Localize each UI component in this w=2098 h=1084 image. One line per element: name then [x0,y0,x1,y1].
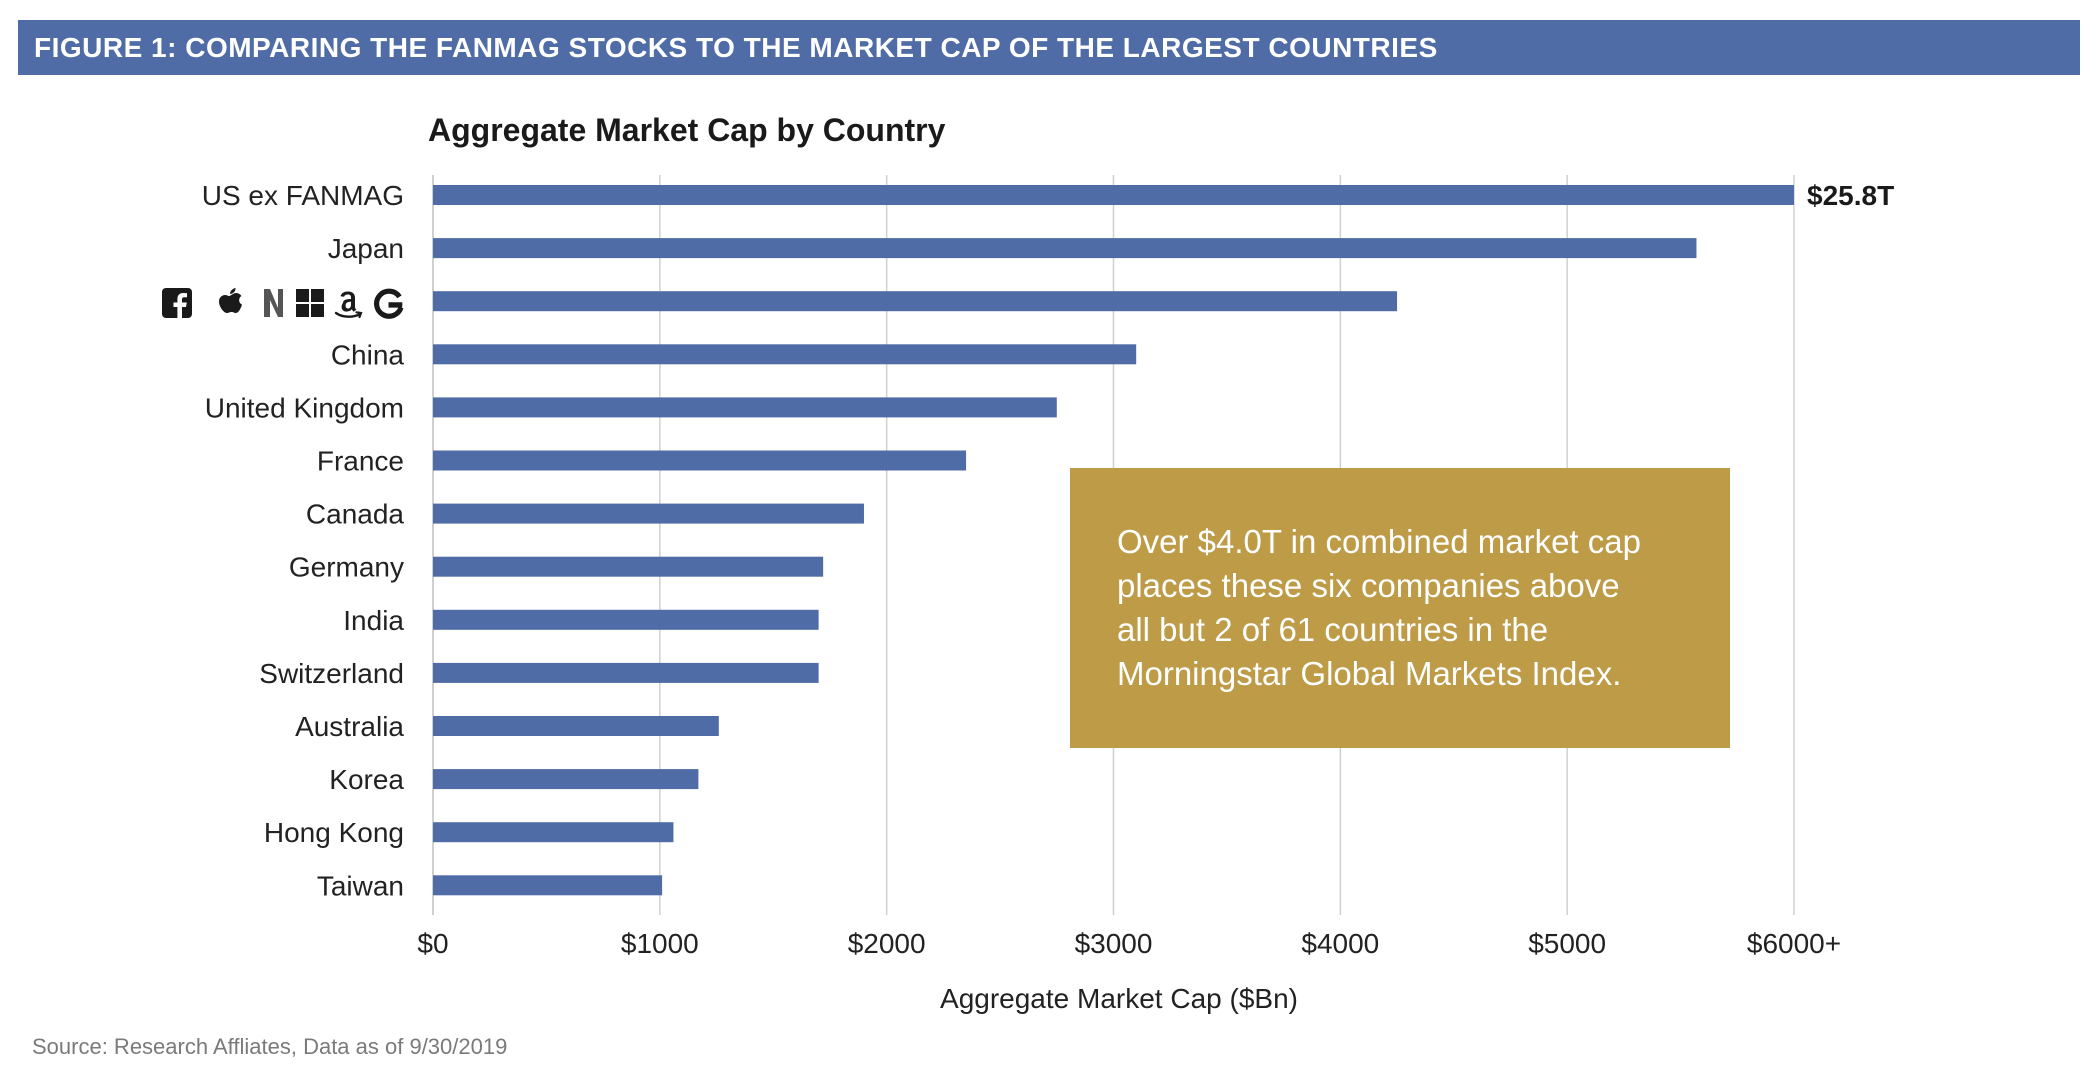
callout-line-3: all but 2 of 61 countries in the [1117,611,1549,648]
bar [433,609,819,630]
category-label: United Kingdom [205,392,404,423]
bar [433,185,1794,205]
x-tick-label: $2000 [848,928,926,959]
microsoft-icon [296,289,324,317]
apple-icon [219,288,242,313]
bar [433,662,819,683]
bar [433,397,1057,418]
callout-line-4: Morningstar Global Markets Index. [1117,655,1622,692]
category-label: Australia [295,711,404,742]
category-labels: US ex FANMAG Japan China United Kingdom Fran… [202,180,405,901]
amazon-icon [334,291,363,319]
source-note: Source: Research Affliates, Data as of 9… [32,1034,508,1059]
callout-line-1: Over $4.0T in combined market cap [1117,523,1641,560]
category-label: Korea [329,764,404,795]
x-tick-labels: $0 $1000 $2000 $3000 $4000 $5000 $6000+ [417,928,1841,959]
x-tick-label: $3000 [1075,928,1153,959]
bar [433,875,663,896]
bar [433,716,719,736]
bar [433,291,1398,312]
bar [433,344,1137,365]
callout-line-2: places these six companies above [1117,567,1620,604]
bar [433,450,967,471]
x-tick-label: $5000 [1528,928,1606,959]
category-label: India [343,605,404,636]
bar [433,822,674,843]
bar [433,769,699,790]
google-icon [374,288,404,319]
category-label: Canada [306,499,405,530]
category-label: China [331,339,405,370]
x-tick-label: $0 [417,928,448,959]
category-label: Taiwan [317,870,404,901]
category-label: France [317,446,404,477]
category-label: Germany [289,552,404,583]
facebook-icon [162,288,192,318]
bar [433,556,824,577]
fanmag-icons [162,288,404,319]
x-tick-label: $4000 [1301,928,1379,959]
netflix-icon [264,289,283,317]
data-label: $25.8T [1807,180,1894,211]
x-axis-label: Aggregate Market Cap ($Bn) [940,983,1298,1014]
category-label: Japan [328,233,404,264]
category-label: US ex FANMAG [202,180,404,211]
bars [433,185,1794,896]
category-label: Hong Kong [264,817,404,848]
figure-banner: FIGURE 1: COMPARING THE FANMAG STOCKS TO… [18,20,2080,75]
bar [433,238,1697,259]
data-labels: $25.8T [1807,180,1894,211]
x-tick-label: $6000+ [1747,928,1841,959]
chart-title: Aggregate Market Cap by Country [428,112,946,148]
bar [433,503,864,524]
callout-box: Over $4.0T in combined market cap places… [1070,468,1730,748]
category-label: Switzerland [259,658,404,689]
x-tick-label: $1000 [621,928,699,959]
